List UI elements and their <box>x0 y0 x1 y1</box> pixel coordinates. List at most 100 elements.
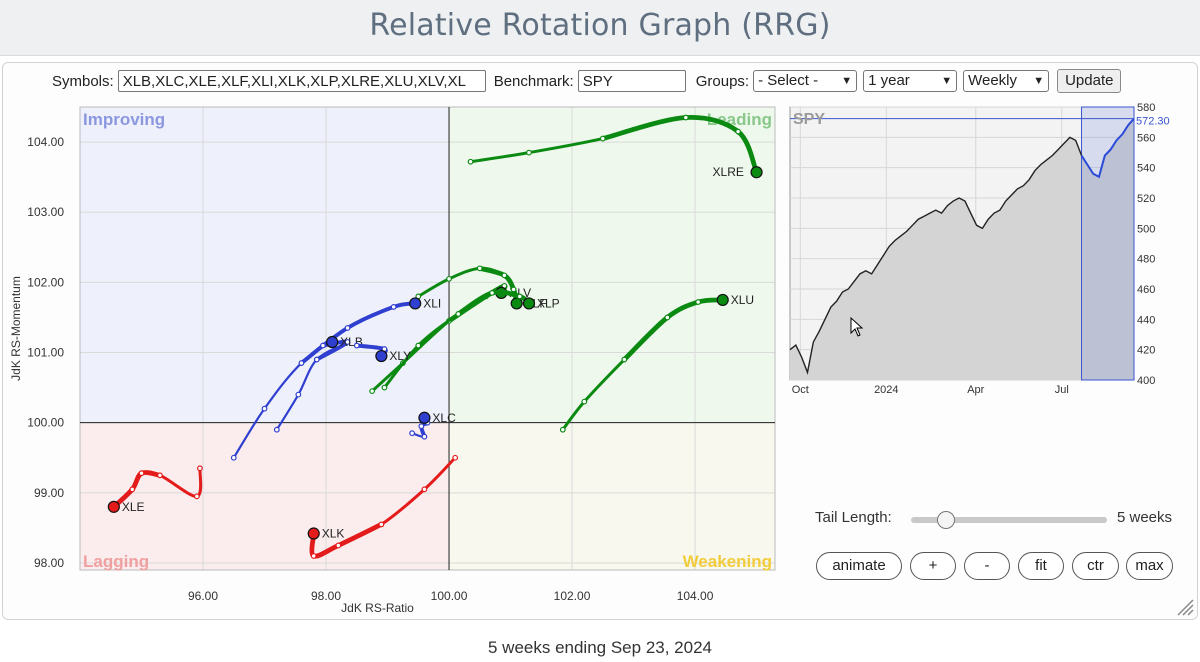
symbol-label: XLRE <box>713 165 744 179</box>
zoom-in-button[interactable]: + <box>910 552 956 580</box>
head-marker-xlre <box>750 166 763 179</box>
tail-point <box>452 454 459 461</box>
slider-handle[interactable] <box>937 511 956 529</box>
tail-point <box>695 299 702 305</box>
head-marker-xlb <box>326 335 339 349</box>
tail-point <box>298 360 305 366</box>
interval-select-value: Weekly <box>968 72 1017 89</box>
tail-point <box>621 356 628 363</box>
x-tick-label: 100.00 <box>431 589 468 603</box>
resize-handle-icon[interactable] <box>1176 598 1194 616</box>
tail-point <box>230 454 237 461</box>
spy-series-label: SPY <box>793 111 825 128</box>
symbols-label: Symbols: <box>52 72 114 90</box>
tail-point <box>510 286 517 293</box>
tail-point <box>421 486 428 493</box>
mouse-cursor-icon <box>850 316 864 337</box>
symbols-input[interactable]: XLB,XLC,XLE,XLF,XLI,XLK,XLP,XLRE,XLU,XLV… <box>117 70 486 92</box>
lagging-quadrant <box>80 422 450 570</box>
page-title: Relative Rotation Graph (RRG) <box>369 8 831 43</box>
tail-point <box>344 325 351 331</box>
zoom-out-button[interactable]: - <box>964 552 1010 580</box>
x-tick-label: 96.00 <box>188 589 218 603</box>
y-tick-label: 100.00 <box>27 416 64 430</box>
y-tick-label: 103.00 <box>27 205 64 219</box>
period-select-value: 1 year <box>868 72 910 89</box>
tail-point <box>390 304 397 310</box>
chevron-down-icon: ▼ <box>1033 75 1045 87</box>
spy-y-tick-label: 560 <box>1137 132 1155 144</box>
fit-button[interactable]: fit <box>1018 552 1064 580</box>
tail-head-xle <box>111 470 163 510</box>
tail-length-label: Tail Length: <box>815 509 892 526</box>
tail-point <box>193 493 200 500</box>
symbol-label: XLI <box>423 296 441 310</box>
tail-point <box>344 339 351 345</box>
tail-length-slider[interactable] <box>911 511 1107 529</box>
tail-point <box>409 430 416 437</box>
spy-x-tick-label: Oct <box>792 384 809 396</box>
y-tick-label: 101.00 <box>27 346 64 360</box>
max-button[interactable]: max <box>1126 552 1173 580</box>
spy-price-line <box>789 136 1083 375</box>
benchmark-input[interactable]: SPY <box>577 70 686 92</box>
y-tick-label: 98.00 <box>34 556 64 570</box>
tail-point <box>735 128 741 135</box>
tail-point <box>335 542 342 549</box>
tail-point <box>378 521 385 528</box>
head-marker-xle <box>107 500 120 513</box>
weakening-quadrant <box>449 422 775 570</box>
spy-last-price-label: 572.30 <box>1136 116 1170 128</box>
period-select[interactable]: 1 year ▼ <box>863 70 958 92</box>
groups-select[interactable]: - Select - ▼ <box>753 70 858 92</box>
y-axis-title: JdK RS-Momentum <box>9 276 23 381</box>
improving-label: Improving <box>83 110 165 129</box>
spy-y-tick-label: 440 <box>1137 314 1155 326</box>
spy-y-tick-label: 400 <box>1137 375 1155 387</box>
tail-point <box>310 553 317 559</box>
controls-bar: Symbols: XLB,XLC,XLE,XLF,XLI,XLK,XLP,XLR… <box>52 67 1122 95</box>
animate-button[interactable]: animate <box>816 552 902 580</box>
tail-point <box>467 158 474 165</box>
spy-y-tick-label: 480 <box>1137 254 1155 266</box>
x-tick-label: 98.00 <box>311 589 341 603</box>
tail-point <box>261 405 268 412</box>
tail-point <box>138 470 145 477</box>
head-marker-xli <box>409 297 422 310</box>
x-tick-label: 104.00 <box>677 589 714 603</box>
tail-point <box>197 465 203 472</box>
tail-point <box>421 433 428 440</box>
tail-point <box>273 426 280 433</box>
symbol-label: XLC <box>432 411 456 425</box>
benchmark-label: Benchmark: <box>493 72 574 90</box>
tail-length-value: 5 weeks <box>1117 509 1173 526</box>
interval-select[interactable]: Weekly ▼ <box>963 70 1050 92</box>
symbol-label: XLU <box>731 293 754 307</box>
tail-point <box>369 388 376 395</box>
leading-quadrant <box>449 107 775 423</box>
x-tick-label: 102.00 <box>554 589 591 603</box>
tail-point <box>353 342 360 349</box>
spy-y-tick-label: 500 <box>1137 223 1155 235</box>
update-button[interactable]: Update <box>1057 69 1122 93</box>
improving-quadrant <box>80 107 450 423</box>
tail-point <box>446 275 452 282</box>
tail-point <box>599 135 606 142</box>
center-button[interactable]: ctr <box>1072 552 1119 580</box>
tail-point <box>455 311 462 317</box>
plot-frame <box>79 106 776 571</box>
spy-area <box>790 118 1134 380</box>
head-marker-xlu <box>716 293 729 307</box>
tail-point <box>295 391 302 398</box>
lagging-label: Lagging <box>83 552 149 571</box>
y-tick-label: 104.00 <box>27 135 64 149</box>
weakening-label: Weakening <box>683 552 772 571</box>
spy-y-tick-label: 460 <box>1137 284 1155 296</box>
tail-point <box>313 356 320 363</box>
spy-y-tick-label: 580 <box>1137 102 1155 114</box>
spy-y-tick-label: 540 <box>1137 163 1155 175</box>
tail-point <box>682 114 689 121</box>
x-axis-title: JdK RS-Ratio <box>341 601 414 615</box>
tail-point <box>320 342 326 349</box>
